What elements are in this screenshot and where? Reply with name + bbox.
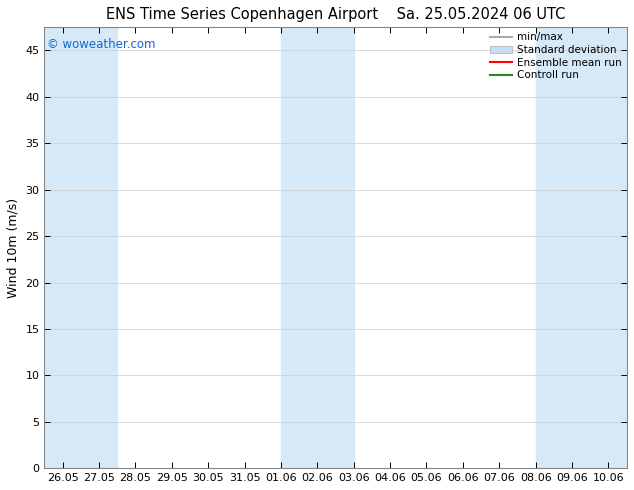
Y-axis label: Wind 10m (m/s): Wind 10m (m/s) [7,197,20,298]
Bar [572,27,626,468]
Bar [536,27,572,468]
Text: © woweather.com: © woweather.com [48,38,156,51]
Title: ENS Time Series Copenhagen Airport    Sa. 25.05.2024 06 UTC: ENS Time Series Copenhagen Airport Sa. 2… [106,7,566,22]
Bar [81,27,117,468]
Bar [44,27,81,468]
Bar [281,27,318,468]
Bar [318,27,354,468]
Legend: min/max, Standard deviation, Ensemble mean run, Controll run: min/max, Standard deviation, Ensemble me… [488,30,623,82]
